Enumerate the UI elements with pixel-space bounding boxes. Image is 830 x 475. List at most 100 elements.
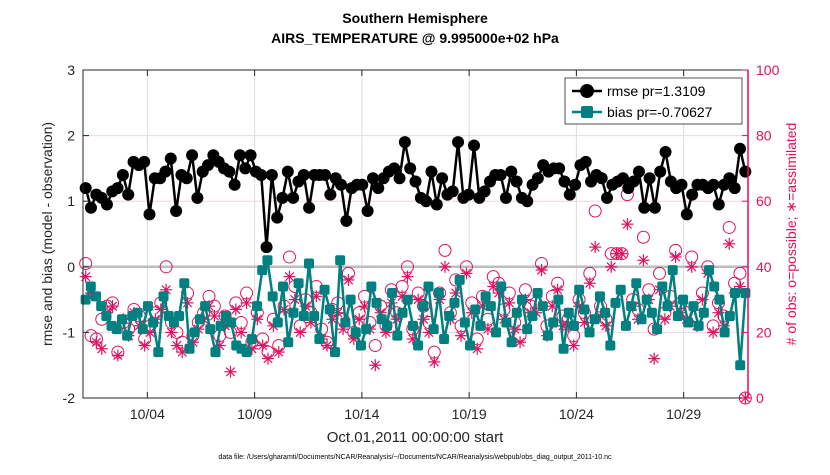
bias-point [517,294,528,305]
bias-point [730,288,741,299]
rmse-point [202,159,215,172]
bias-point [402,294,413,305]
asterisk-stroke [236,327,246,338]
asterisk-stroke [107,301,118,311]
bias-point [558,343,569,354]
obs-assimilated-point [294,326,307,339]
bias-point [309,311,320,321]
bias-point [496,281,507,292]
bias-point [132,307,143,318]
asterisk-stroke [257,340,268,351]
rmse-point [675,178,688,191]
bias-point [683,317,694,328]
bias-point [116,314,127,325]
obs-assimilated-point [106,300,119,313]
rmse-point [569,178,582,191]
asterisk-stroke [182,298,193,308]
bias-point [345,294,356,305]
bias-point [704,265,715,276]
bias-point [241,347,252,358]
asterisk-stroke [225,367,236,377]
bias-point [142,301,153,312]
obs-assimilated-point [428,355,441,368]
obs-assimilated-point [567,339,580,352]
bias-point [433,288,444,299]
rmse-point [276,191,289,204]
asterisk-stroke [172,340,182,351]
bias-point [480,291,491,302]
rmse-point [228,178,241,191]
bias-point [631,278,642,289]
bias-point [579,304,590,315]
obs-possible-point [368,339,382,353]
obs-assimilated-point [283,270,296,283]
y-tick-label: 3 [67,62,75,78]
asterisk-stroke [145,327,155,338]
obs-possible-point [636,230,650,244]
asterisk-stroke [113,350,123,361]
obs-assimilated-point [438,260,451,273]
asterisk-stroke [402,271,413,282]
bias-point [397,307,408,318]
rmse-point [239,162,252,175]
bias-point [646,307,657,318]
bias-point [101,311,112,321]
bias-point [724,311,735,321]
bias-point [283,337,294,348]
rmse-point [393,172,406,185]
asterisk-stroke [670,252,681,262]
rmse-point [478,185,491,198]
rmse-point [143,208,156,221]
bias-point [491,327,502,338]
bias-point [387,288,398,299]
bias-point [137,324,148,335]
rmse-point [468,139,481,152]
obs-assimilated-point [95,342,108,355]
bias-point [589,314,600,325]
asterisk-stroke [209,311,220,321]
obs-assimilated-point [621,218,634,231]
asterisk-stroke [585,278,595,288]
legend-bias-label: bias pr=-0.70627 [607,104,713,120]
bias-point [470,304,481,315]
asterisk-stroke [552,285,563,295]
bias-point [194,314,205,325]
y-axis-label: rmse and bias (model - observation) [39,122,55,346]
asterisk-stroke [590,242,600,252]
rmse-point [601,191,614,204]
bias-point [454,274,465,285]
bias-point [485,301,496,312]
asterisk-stroke [569,340,579,351]
rmse-point [186,149,199,162]
bias-point [657,281,668,292]
rmse-point [116,168,129,181]
rmse-point [404,162,417,175]
bias-point [381,320,392,331]
obs-possible-point [438,243,452,257]
asterisk-stroke [504,298,515,308]
legend: rmse pr=1.3109 bias pr=-0.70627 [564,77,743,125]
rmse-point [505,165,518,178]
bias-point [80,294,91,305]
obs-assimilated-point [605,260,618,273]
bias-point [272,317,283,328]
rmse-point [680,208,693,221]
asterisk-stroke [708,327,718,338]
bias-point [319,284,330,295]
y-tick-label: 1 [67,193,75,209]
rmse-point [281,165,294,178]
bias-point [563,307,574,318]
asterisk-stroke [413,294,423,305]
bias-point [355,340,366,351]
bias-point [672,311,683,321]
rmse-point [372,182,385,195]
asterisk-stroke [140,340,150,351]
bias-point [298,311,309,321]
rmse-point [632,165,645,178]
obs-assimilated-point [138,339,151,352]
y2-tick-label: 80 [756,128,772,144]
y2-axis-label: # of obs: o=possible; ∗=assimilated [783,123,799,346]
bias-point [293,278,304,289]
rmse-point [287,191,300,204]
asterisk-stroke [263,353,273,364]
